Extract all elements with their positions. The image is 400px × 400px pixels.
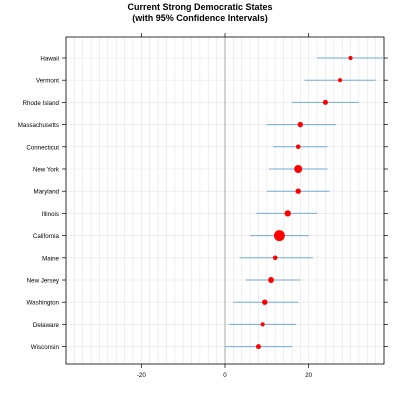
estimate-point xyxy=(255,344,261,350)
estimate-point xyxy=(294,165,303,173)
estimate-point xyxy=(295,188,301,194)
y-tick-label: New York xyxy=(33,167,60,174)
estimate-point xyxy=(262,299,268,305)
x-tick-label: 20 xyxy=(305,372,312,379)
y-tick-label: Vermont xyxy=(36,78,59,85)
x-tick-label: 0 xyxy=(223,372,227,379)
y-tick-label: Wisconsin xyxy=(31,344,60,351)
chart-subtitle: (with 95% Confidence Intervals) xyxy=(132,13,268,23)
y-tick-label: California xyxy=(33,233,60,240)
estimate-point xyxy=(337,78,343,83)
y-tick-label: Rhode Island xyxy=(23,100,60,107)
y-tick-label: Illinois xyxy=(42,211,59,218)
estimate-point xyxy=(268,277,274,283)
y-tick-label: Washington xyxy=(27,300,60,307)
x-tick-label: -20 xyxy=(137,372,147,379)
estimate-point xyxy=(348,55,353,61)
estimate-point xyxy=(260,322,265,327)
y-tick-label: Maine xyxy=(42,255,59,262)
estimate-point xyxy=(273,230,285,242)
y-tick-label: Massachusetts xyxy=(18,122,59,129)
y-tick-label: Delaware xyxy=(33,322,60,329)
estimate-point xyxy=(284,210,291,217)
estimate-point xyxy=(272,255,278,261)
y-tick-label: Connecticut xyxy=(26,144,59,151)
estimate-point xyxy=(297,121,304,128)
estimate-point xyxy=(322,99,328,105)
estimate-point xyxy=(295,144,301,150)
chart-title: Current Strong Democratic States xyxy=(127,2,273,12)
y-tick-label: New Jersey xyxy=(27,278,60,285)
y-tick-label: Hawaii xyxy=(40,56,59,63)
y-tick-label: Maryland xyxy=(34,189,60,196)
